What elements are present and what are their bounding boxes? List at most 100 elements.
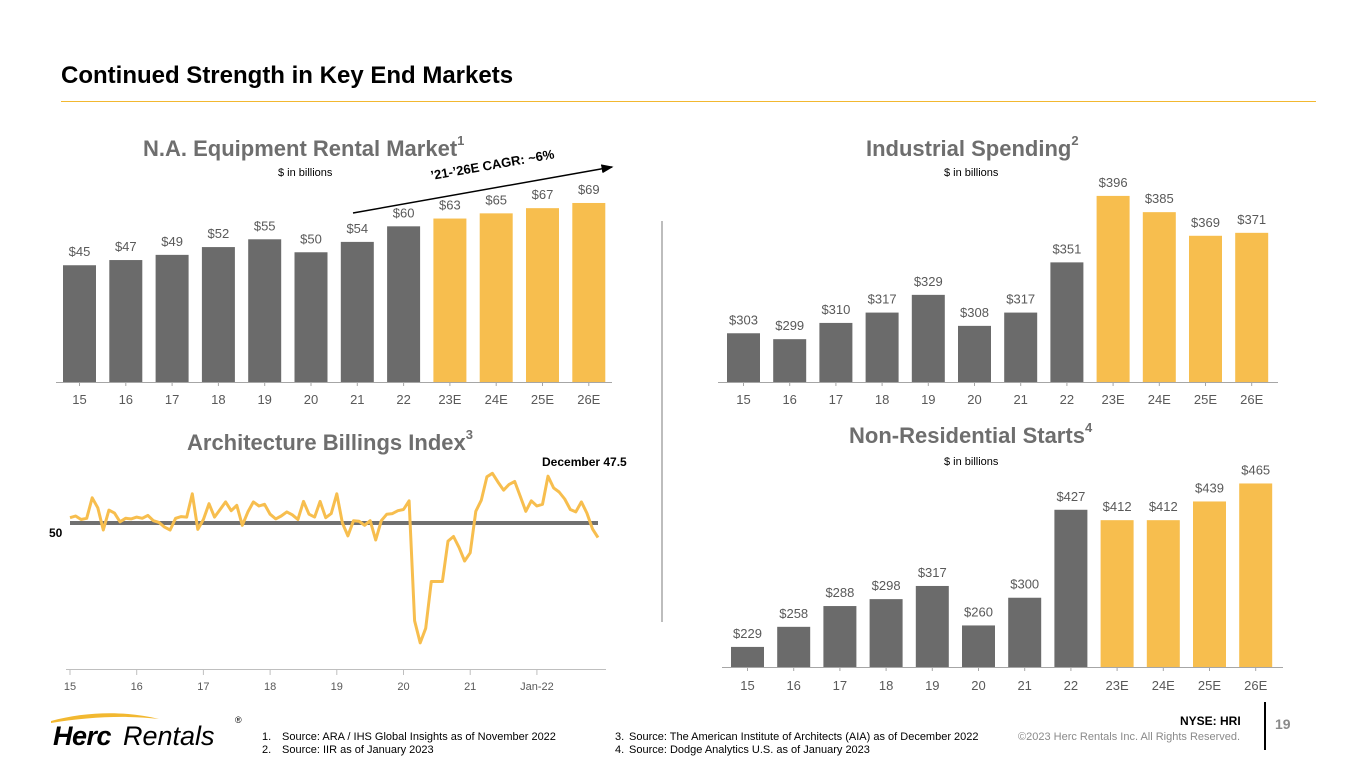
- industrial-x-tick-label: 16: [782, 392, 796, 407]
- logo-bold-text: Herc: [53, 721, 112, 751]
- herc-rentals-logo: Herc Rentals ®: [47, 709, 247, 751]
- nonres-bar: [731, 646, 764, 667]
- industrial-bar: [865, 312, 899, 382]
- nonres-chart-title: Non-Residential Starts4: [849, 420, 1093, 449]
- nonres-data-label: $229: [733, 626, 762, 641]
- industrial-subtitle: $ in billions: [944, 167, 999, 179]
- nonres-x-tick-label: 22: [1064, 678, 1078, 693]
- nonres-data-label: $427: [1056, 489, 1085, 504]
- industrial-data-label: $310: [821, 302, 850, 317]
- footnote-number: 3.: [615, 731, 625, 743]
- logo-light-text: Rentals: [123, 721, 215, 751]
- industrial-chart-title: Industrial Spending2: [866, 133, 1079, 162]
- rental-x-tick-label: 17: [165, 392, 179, 407]
- rental-x-tick-label: 18: [211, 392, 225, 407]
- rental-data-label: $65: [485, 192, 507, 207]
- footnote-1: 1. Source: ARA / IHS Global Insights as o…: [262, 731, 556, 744]
- industrial-data-label: $317: [1006, 292, 1035, 307]
- footnote-number: 2.: [262, 744, 272, 756]
- nonres-x-tick-label: 19: [925, 678, 939, 693]
- industrial-x-tick-label: 25E: [1194, 392, 1217, 407]
- title-divider: [61, 101, 1316, 102]
- industrial-x-tick-label: 22: [1060, 392, 1074, 407]
- nonres-bar: [777, 626, 811, 667]
- industrial-footnote-ref: 2: [1071, 133, 1079, 148]
- stock-ticker: NYSE: HRI: [1180, 714, 1241, 728]
- rental-data-label: $54: [346, 221, 368, 236]
- rental-x-tick-label: 19: [257, 392, 271, 407]
- footnote-3: 3. Source: The American Institute of Arch…: [615, 731, 979, 744]
- rental-bar: [433, 218, 467, 382]
- rental-data-label: $47: [115, 239, 137, 254]
- nonres-bar: [1239, 483, 1273, 667]
- industrial-x-tick-label: 23E: [1102, 392, 1125, 407]
- rental-x-tick-label: 24E: [485, 392, 508, 407]
- abi-x-tick-label: 16: [131, 681, 143, 693]
- nonres-bar-chart: $229 15 $258 16 $288 17 $298 18 $317 19 $260 20 $300…: [722, 462, 1283, 693]
- industrial-x-tick-label: 24E: [1148, 392, 1171, 407]
- nonres-data-label: $317: [918, 565, 947, 580]
- industrial-x-tick-label: 21: [1013, 392, 1027, 407]
- industrial-bar: [911, 294, 945, 382]
- rental-footnote-ref: 1: [457, 133, 465, 148]
- industrial-x-tick-label: 26E: [1240, 392, 1263, 407]
- abi-chart-title: Architecture Billings Index3: [187, 427, 473, 456]
- logo-swoosh-icon: [51, 713, 159, 723]
- nonres-bar: [1193, 501, 1226, 667]
- nonres-x-tick-label: 25E: [1198, 678, 1221, 693]
- rental-bar: [248, 239, 282, 382]
- footnote-4: 4. Source: Dodge Analytics U.S. as of Jan…: [615, 744, 870, 757]
- nonres-x-tick-label: 23E: [1106, 678, 1129, 693]
- industrial-bar-chart: $303 15 $299 16 $310 17 $317 18 $329 19 $308 20 $317…: [718, 175, 1278, 407]
- abi-footnote-ref: 3: [465, 427, 473, 442]
- abi-x-tick-label: 19: [331, 681, 343, 693]
- abi-x-tick-label: 17: [197, 681, 209, 693]
- footnote-2: 2. Source: IIR as of January 2023: [262, 744, 434, 757]
- footnote-number: 4.: [615, 744, 625, 756]
- abi-x-tick-label: 21: [464, 681, 476, 693]
- industrial-x-tick-label: 17: [829, 392, 843, 407]
- rental-bar: [155, 254, 189, 382]
- abi-x-tick-label: 20: [397, 681, 409, 693]
- nonres-data-label: $298: [872, 578, 901, 593]
- nonres-data-label: $412: [1103, 499, 1132, 514]
- industrial-data-label: $371: [1237, 212, 1266, 227]
- industrial-bar: [773, 339, 807, 382]
- rental-x-tick-label: 23E: [438, 392, 461, 407]
- nonres-bar: [869, 599, 903, 667]
- page-title: Continued Strength in Key End Markets: [61, 62, 514, 89]
- industrial-bar: [958, 325, 991, 382]
- panel-divider: [661, 221, 663, 622]
- rental-chart-title: N.A. Equipment Rental Market1: [143, 133, 465, 162]
- nonres-x-tick-label: 17: [833, 678, 847, 693]
- nonres-x-tick-label: 26E: [1244, 678, 1267, 693]
- industrial-data-label: $317: [868, 292, 897, 307]
- footer-divider: [1264, 702, 1266, 750]
- nonres-bar: [915, 585, 949, 667]
- abi-title-text: Architecture Billings Index: [187, 430, 466, 455]
- nonres-footnote-ref: 4: [1084, 420, 1093, 435]
- rental-bar: [201, 247, 235, 382]
- rental-x-tick-label: 16: [119, 392, 133, 407]
- rental-x-tick-label: 21: [350, 392, 364, 407]
- rental-bar: [387, 226, 421, 382]
- footnote-text: Source: Dodge Analytics U.S. as of Janua…: [629, 744, 870, 756]
- rental-bar: [294, 252, 328, 382]
- rental-title-text: N.A. Equipment Rental Market: [143, 136, 458, 161]
- nonres-x-tick-label: 18: [879, 678, 893, 693]
- industrial-data-label: $303: [729, 312, 758, 327]
- rental-x-tick-label: 15: [72, 392, 86, 407]
- industrial-bar: [727, 333, 760, 382]
- industrial-x-tick-label: 15: [736, 392, 750, 407]
- rental-bar: [63, 265, 96, 382]
- nonres-bar: [1054, 509, 1088, 667]
- rental-data-label: $49: [161, 234, 183, 249]
- rental-x-tick-label: 25E: [531, 392, 554, 407]
- industrial-x-tick-label: 20: [967, 392, 981, 407]
- industrial-data-label: $369: [1191, 215, 1220, 230]
- industrial-bar: [1096, 195, 1130, 382]
- industrial-data-label: $351: [1052, 241, 1081, 256]
- rental-bar: [340, 241, 374, 382]
- industrial-bar: [1189, 235, 1222, 382]
